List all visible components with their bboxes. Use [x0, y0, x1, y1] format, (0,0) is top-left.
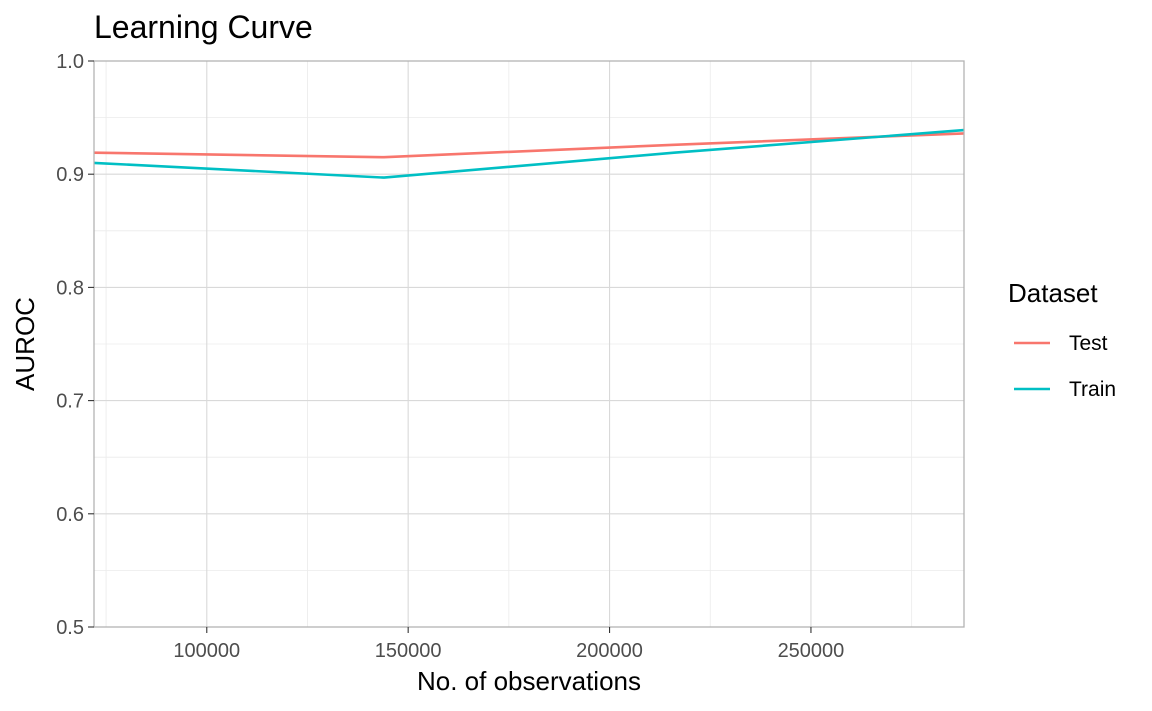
x-tick-label: 100000 [173, 640, 240, 662]
series-lines [93, 128, 965, 179]
y-tick-label: 0.6 [56, 504, 84, 526]
x-axis-title: No. of observations [417, 666, 641, 696]
legend: Dataset Test Train [1008, 278, 1116, 401]
x-axis: 100000 150000 200000 250000 [173, 627, 844, 662]
minor-gridlines [94, 61, 964, 627]
y-tick-label: 0.9 [56, 164, 84, 186]
legend-title: Dataset [1008, 278, 1098, 308]
legend-items: Test Train [1014, 332, 1116, 401]
x-tick-label: 150000 [375, 640, 442, 662]
y-axis: 0.5 0.6 0.7 0.8 0.9 1.0 [56, 51, 94, 639]
chart-title: Learning Curve [94, 9, 313, 45]
y-tick-label: 1.0 [56, 51, 84, 73]
plot-border [93, 60, 965, 628]
series-line-test [93, 132, 965, 159]
series-line-train [93, 128, 965, 179]
y-tick-label: 0.7 [56, 391, 84, 413]
y-axis-title: AUROC [10, 297, 40, 391]
x-tick-label: 250000 [778, 640, 845, 662]
x-tick-label: 200000 [576, 640, 643, 662]
legend-label-train: Train [1069, 378, 1116, 401]
legend-label-test: Test [1069, 332, 1108, 355]
plot-panel [93, 60, 965, 628]
y-tick-label: 0.8 [56, 277, 84, 299]
y-tick-label: 0.5 [56, 617, 84, 639]
